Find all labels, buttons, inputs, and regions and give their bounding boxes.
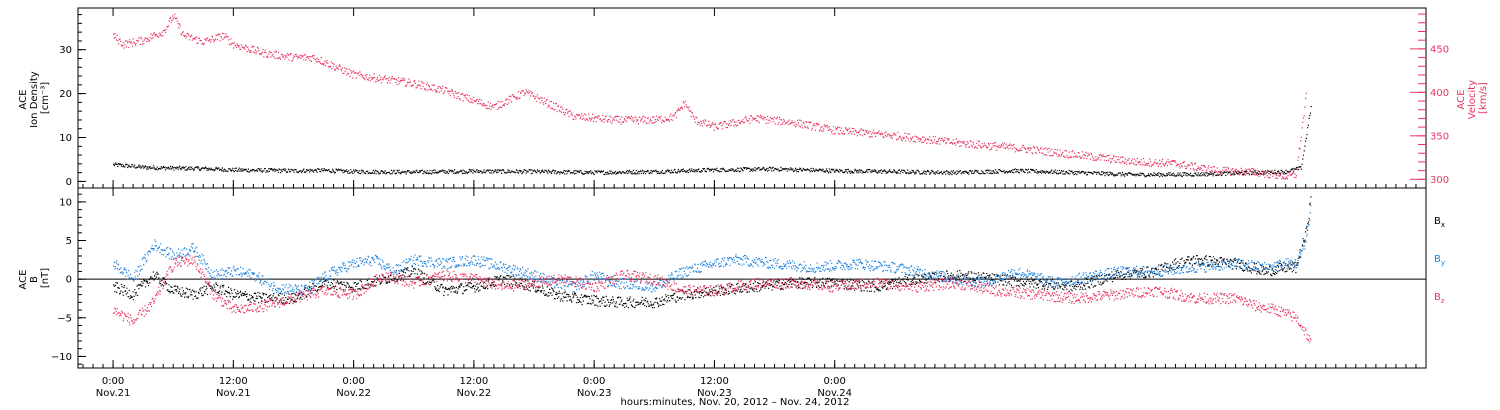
by-series xyxy=(113,205,1312,296)
density-axis-ticks: 0 10 20 30 xyxy=(59,14,86,188)
date-tick-label: Nov.23 xyxy=(697,388,732,399)
field-legend: Bx By Bz xyxy=(1434,216,1445,305)
field-series xyxy=(113,196,1312,343)
date-tick-label: Nov.23 xyxy=(577,388,612,399)
date-tick-label: Nov.22 xyxy=(457,388,492,399)
density-tick-label: 20 xyxy=(59,89,72,100)
date-tick-label: Nov.22 xyxy=(336,388,371,399)
velocity-axis-ticks: 300 350 400 450 xyxy=(1410,13,1449,189)
field-tick-label: −10 xyxy=(51,352,72,363)
legend-bx: Bx xyxy=(1434,216,1445,229)
time-tick-label: 12:00 xyxy=(459,376,488,387)
time-tick-label: 12:00 xyxy=(700,376,729,387)
bx-series-points xyxy=(113,196,1312,309)
time-tick-label: 0:00 xyxy=(583,376,605,387)
density-tick-label: 10 xyxy=(59,133,72,144)
by-series-points xyxy=(113,205,1312,296)
legend-bz: Bz xyxy=(1434,292,1445,305)
plasma-panel: 0 10 20 30 300 350 400 450 ACE Ion Density [cm… xyxy=(18,7,1489,189)
time-tick-label: 0:00 xyxy=(823,376,845,387)
time-axis-title: hours:minutes, Nov. 20, 2012 – Nov. 24, … xyxy=(621,397,850,408)
bz-series-points xyxy=(113,255,1312,343)
bz-series xyxy=(113,255,1312,343)
velocity-tick-label: 400 xyxy=(1430,88,1449,99)
bx-series xyxy=(113,196,1312,309)
time-tick-label: 0:00 xyxy=(342,376,364,387)
density-axis-title: ACE Ion Density [cm⁻³] xyxy=(18,68,51,128)
field-tick-label: 10 xyxy=(59,197,72,208)
velocity-tick-label: 300 xyxy=(1430,175,1449,186)
density-series-points xyxy=(113,105,1312,178)
density-series xyxy=(113,105,1312,178)
velocity-tick-label: 450 xyxy=(1430,44,1449,55)
velocity-series xyxy=(113,13,1307,180)
field-tick-label: 0 xyxy=(66,275,72,286)
plasma-panel-frame xyxy=(77,7,1427,189)
velocity-series-points xyxy=(113,13,1307,180)
velocity-axis-title: ACE Velocity [km/s] xyxy=(1456,77,1489,119)
plasma-series xyxy=(113,13,1312,180)
density-tick-label: 30 xyxy=(59,45,72,56)
date-tick-label: Nov.24 xyxy=(817,388,852,399)
field-tick-label: −5 xyxy=(57,313,72,324)
legend-by: By xyxy=(1434,254,1445,267)
date-tick-label: Nov.21 xyxy=(216,388,251,399)
magnetic-field-panel-frame xyxy=(77,187,1427,369)
date-tick-label: Nov.21 xyxy=(96,388,131,399)
field-axis-title: ACE B [nT] xyxy=(18,266,51,289)
time-tick-label: 0:00 xyxy=(102,376,124,387)
time-axis: 0:00Nov.2112:00Nov.210:00Nov.2212:00Nov.… xyxy=(82,8,1417,399)
field-tick-label: 5 xyxy=(66,236,72,247)
velocity-tick-label: 350 xyxy=(1430,131,1449,142)
density-tick-label: 0 xyxy=(66,177,72,188)
field-axis-ticks: −10 −5 0 5 10 xyxy=(51,193,86,365)
magnetic-field-panel: −10 −5 0 5 10 ACE B [nT] Bx By Bz xyxy=(18,187,1445,369)
time-tick-label: 12:00 xyxy=(219,376,248,387)
